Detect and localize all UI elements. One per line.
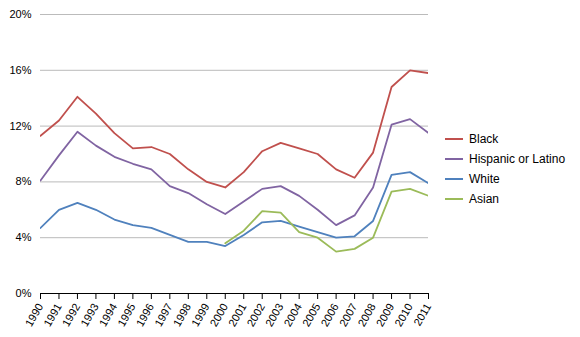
svg-text:2011: 2011 [411, 301, 433, 327]
svg-text:1997: 1997 [152, 301, 175, 328]
svg-text:12%: 12% [9, 120, 31, 132]
svg-text:2007: 2007 [337, 301, 360, 328]
svg-text:2002: 2002 [244, 301, 267, 328]
svg-text:2001: 2001 [226, 301, 249, 328]
svg-text:1991: 1991 [41, 301, 64, 328]
svg-text:16%: 16% [9, 64, 31, 76]
svg-text:1994: 1994 [97, 301, 120, 328]
svg-text:1999: 1999 [189, 301, 212, 328]
html-text:Asian: Asian [469, 191, 499, 206]
html-text:Hispanic or Latino: Hispanic or Latino [469, 151, 566, 166]
svg-text:2010: 2010 [392, 301, 415, 328]
svg-text:8%: 8% [16, 175, 32, 187]
html-text:Black: Black [469, 131, 499, 146]
svg-text:1990: 1990 [23, 301, 46, 328]
svg-text:2006: 2006 [318, 301, 341, 328]
svg-text:20%: 20% [9, 8, 31, 20]
svg-text:1993: 1993 [78, 301, 101, 328]
svg-text:4%: 4% [16, 231, 32, 243]
svg-text:2000: 2000 [207, 301, 230, 328]
svg-text:0%: 0% [16, 287, 32, 299]
svg-text:1995: 1995 [115, 301, 138, 328]
svg-text:2005: 2005 [300, 301, 323, 328]
svg-text:1998: 1998 [170, 301, 193, 328]
html-text:White: White [469, 171, 500, 186]
svg-text:2008: 2008 [355, 301, 378, 328]
svg-text:2009: 2009 [374, 301, 397, 328]
svg-text:1996: 1996 [134, 301, 157, 328]
svg-text:2004: 2004 [281, 301, 304, 328]
svg-text:2003: 2003 [263, 301, 286, 328]
svg-text:1992: 1992 [60, 301, 83, 328]
